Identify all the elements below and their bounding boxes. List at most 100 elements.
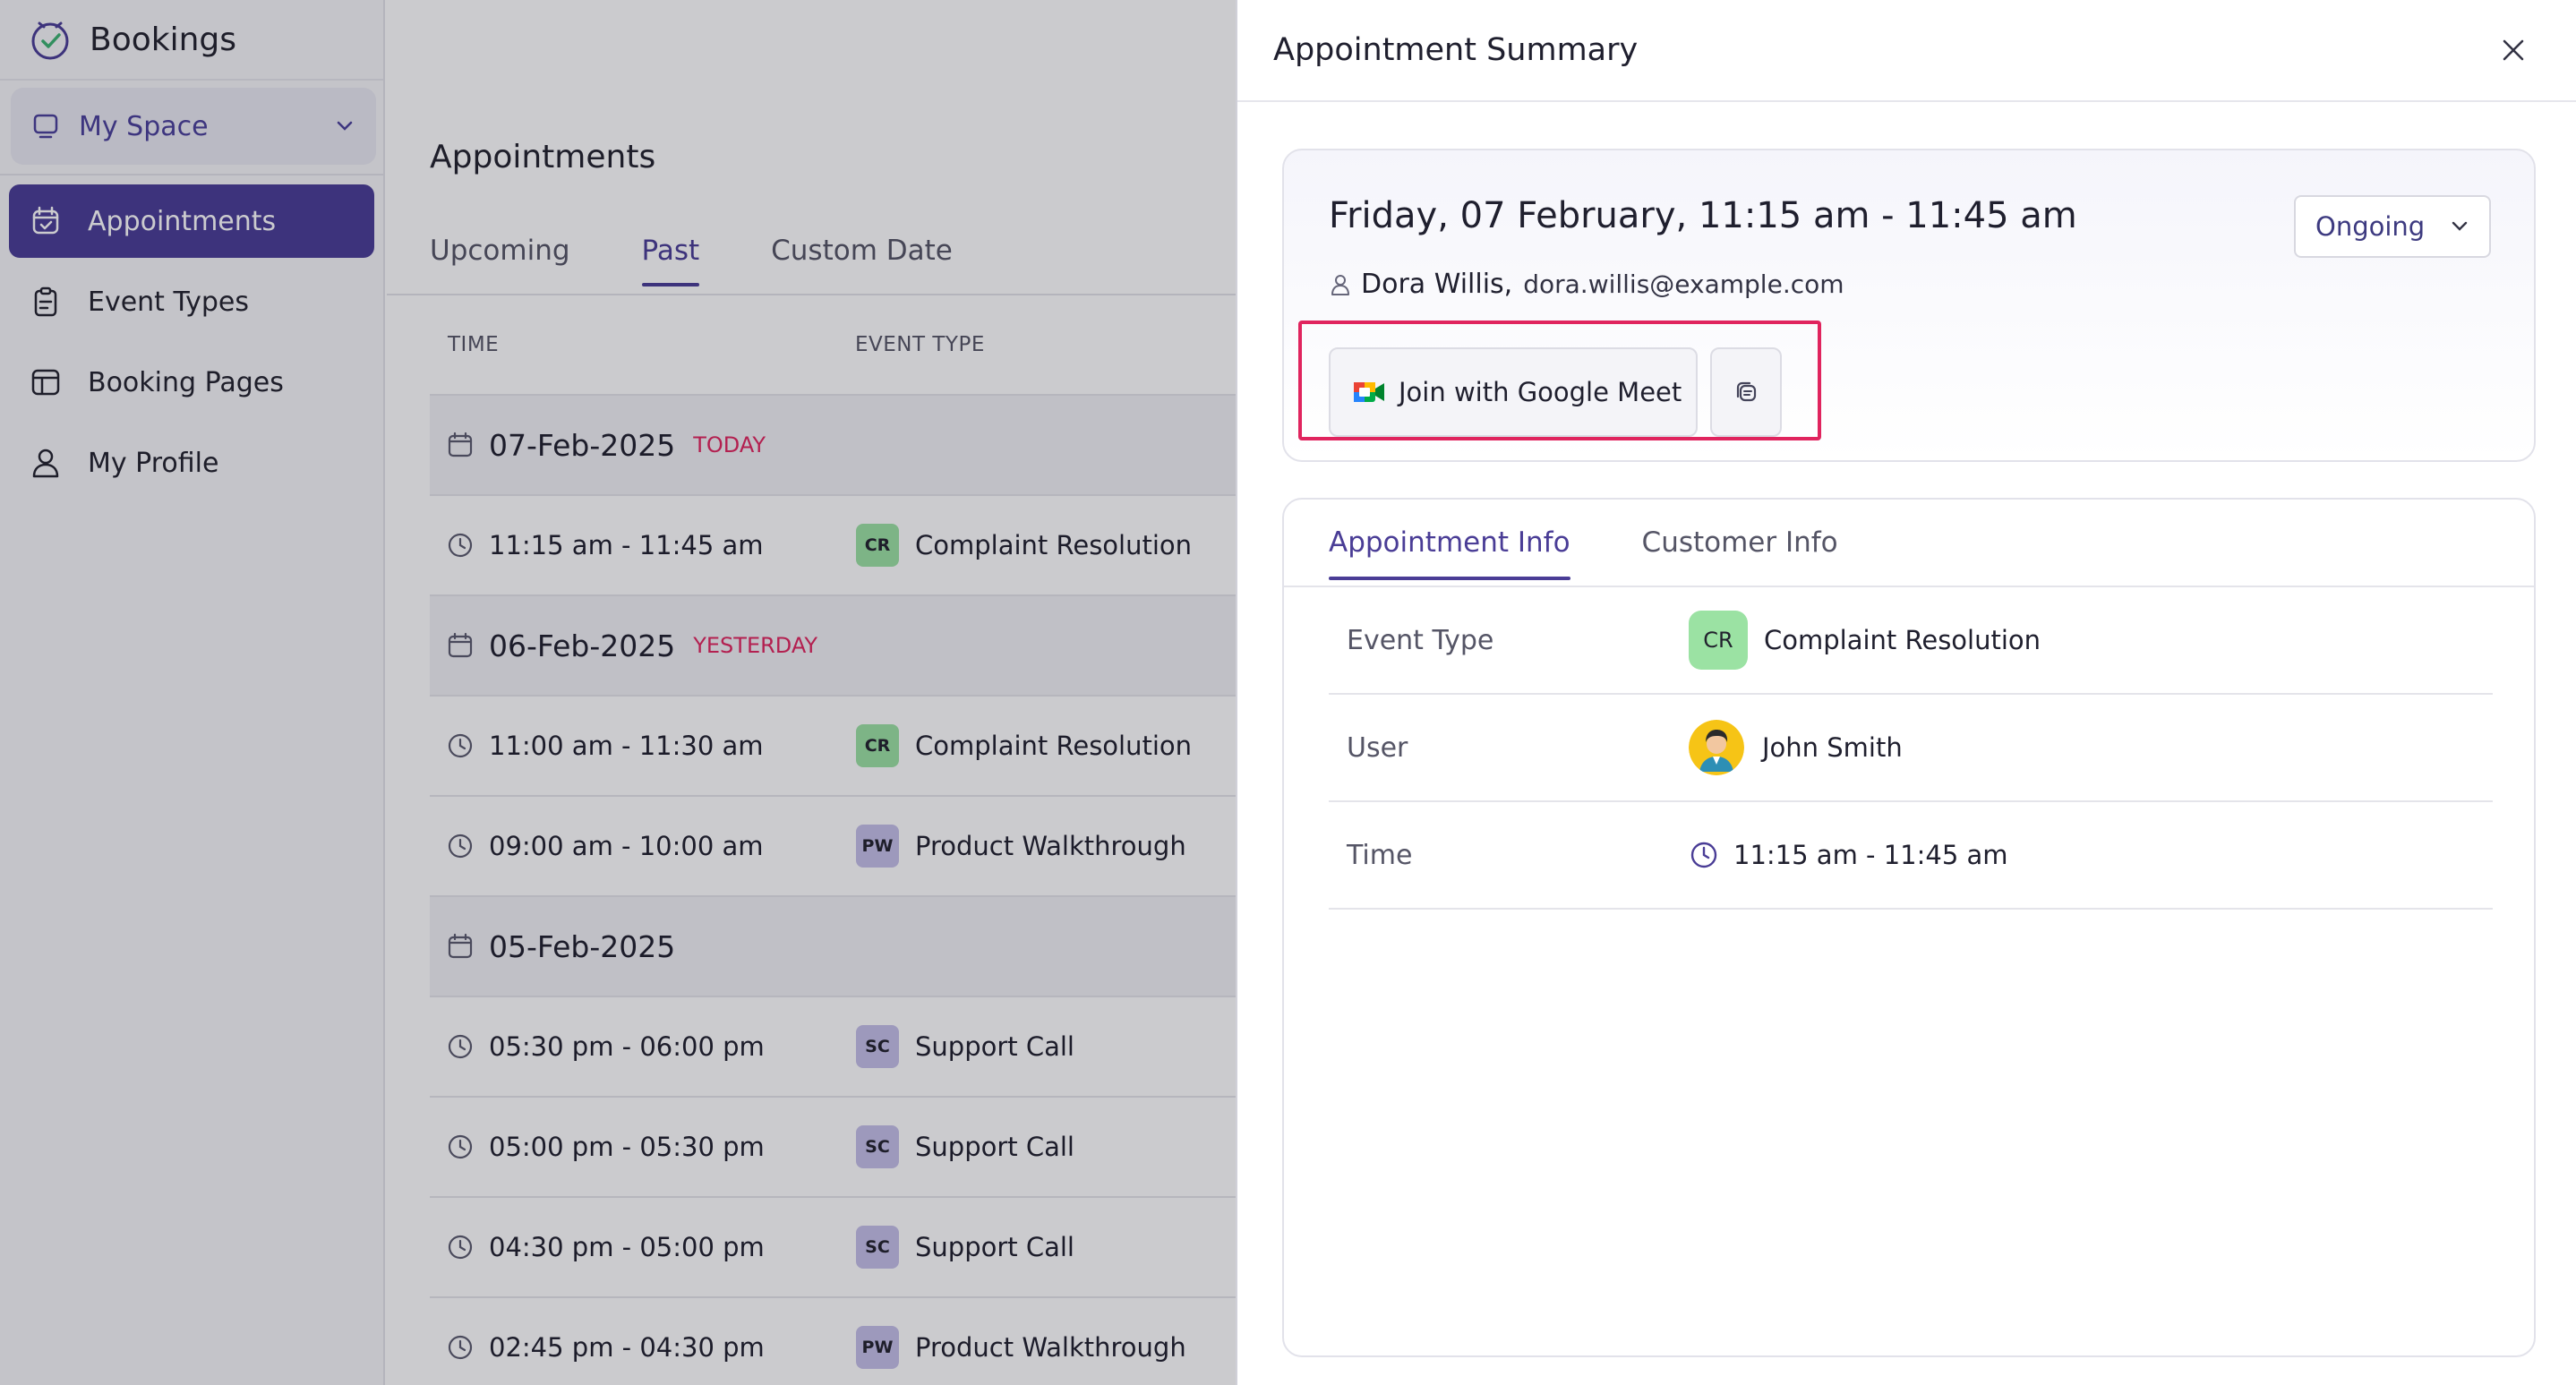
appointments-table: 07-Feb-2025 TODAY 11:15 am - 11:45 am CR… <box>430 394 1236 1385</box>
row-event: CR Complaint Resolution <box>856 724 1192 767</box>
join-button-highlight-box <box>1298 321 1821 440</box>
tab-custom-date[interactable]: Custom Date <box>771 235 953 267</box>
person-icon <box>1331 274 1349 295</box>
info-row-event-type: Event Type CR Complaint Resolution <box>1329 587 2493 695</box>
tab-past[interactable]: Past <box>641 235 699 286</box>
sidebar-divider <box>0 174 383 175</box>
join-button-label: Join with Google Meet <box>1399 377 1682 407</box>
chevron-down-icon <box>2452 221 2468 231</box>
sidebar-item-appointments[interactable]: Appointments <box>9 184 374 258</box>
column-header-event-type: EVENT TYPE <box>855 333 985 356</box>
appointment-datetime: Friday, 07 February, 11:15 am - 11:45 am <box>1329 195 2077 236</box>
event-type-name: Complaint Resolution <box>1764 625 2041 655</box>
copy-icon <box>1736 381 1757 402</box>
event-badge: SC <box>856 1125 899 1168</box>
clock-icon <box>448 1134 473 1159</box>
row-event: PW Product Walkthrough <box>856 1326 1186 1369</box>
monitor-icon <box>33 114 58 139</box>
group-date: 07-Feb-2025 <box>489 427 676 463</box>
row-event-name: Support Call <box>915 1132 1074 1162</box>
date-group-row: 07-Feb-2025 TODAY <box>430 394 1236 494</box>
appointment-summary-panel: Appointment Summary Friday, 07 February,… <box>1236 0 2576 1385</box>
group-date: 05-Feb-2025 <box>489 928 676 964</box>
row-event: SC Support Call <box>856 1025 1074 1068</box>
sidebar-item-label: Appointments <box>88 205 277 237</box>
date-group-row: 05-Feb-2025 <box>430 895 1236 996</box>
customer-name: Dora Willis, <box>1361 269 1513 300</box>
info-value: CR Complaint Resolution <box>1689 611 2041 670</box>
sidebar-item-booking-pages[interactable]: Booking Pages <box>9 346 374 419</box>
tab-upcoming[interactable]: Upcoming <box>430 235 570 267</box>
tab-customer-info[interactable]: Customer Info <box>1641 526 1838 559</box>
row-time: 05:30 pm - 06:00 pm <box>489 1031 765 1062</box>
sidebar-item-label: Event Types <box>88 286 250 318</box>
event-badge: PW <box>856 825 899 868</box>
row-time: 02:45 pm - 04:30 pm <box>489 1332 765 1363</box>
brand-header: Bookings <box>0 0 383 81</box>
copy-link-button[interactable] <box>1710 347 1782 437</box>
info-tabs-divider <box>1284 586 2534 587</box>
row-event-name: Complaint Resolution <box>915 731 1193 761</box>
clock-icon <box>448 1335 473 1360</box>
info-row-time: Time 11:15 am - 11:45 am <box>1329 802 2493 910</box>
calendar-icon <box>448 933 473 959</box>
event-badge: SC <box>856 1025 899 1068</box>
table-row[interactable]: 02:45 pm - 04:30 pm PW Product Walkthrou… <box>430 1296 1236 1385</box>
space-label: My Space <box>79 110 209 142</box>
user-icon <box>32 449 59 478</box>
sidebar-nav: Appointments Event Types Booking Pages M… <box>0 175 383 500</box>
column-header-time: TIME <box>448 333 500 356</box>
event-badge: PW <box>856 1326 899 1369</box>
row-event-name: Product Walkthrough <box>915 1332 1186 1363</box>
appointment-info-card: Appointment Info Customer Info Event Typ… <box>1282 498 2536 1357</box>
row-event: CR Complaint Resolution <box>856 524 1192 567</box>
appointment-tabs: Upcoming Past Custom Date <box>430 235 1024 286</box>
sidebar-item-my-profile[interactable]: My Profile <box>9 426 374 500</box>
clock-icon <box>448 834 473 859</box>
table-row[interactable]: 11:00 am - 11:30 am CR Complaint Resolut… <box>430 695 1236 795</box>
event-badge: CR <box>856 524 899 567</box>
info-row-user: User John Smith <box>1329 695 2493 802</box>
page-title: Appointments <box>430 139 656 175</box>
sidebar-item-event-types[interactable]: Event Types <box>9 265 374 338</box>
clock-icon <box>448 1235 473 1260</box>
row-event-name: Support Call <box>915 1232 1074 1262</box>
layout-icon <box>31 369 60 396</box>
date-group-row: 06-Feb-2025 YESTERDAY <box>430 594 1236 695</box>
row-event-name: Product Walkthrough <box>915 831 1186 861</box>
event-badge: SC <box>856 1226 899 1269</box>
table-row[interactable]: 05:30 pm - 06:00 pm SC Support Call <box>430 996 1236 1096</box>
status-dropdown[interactable]: Ongoing <box>2294 195 2491 258</box>
info-value: 11:15 am - 11:45 am <box>1689 840 2008 870</box>
customer-line: Dora Willis, dora.willis@example.com <box>1329 269 1844 300</box>
event-badge: CR <box>1689 611 1748 670</box>
close-icon[interactable] <box>2497 34 2529 66</box>
table-row[interactable]: 04:30 pm - 05:00 pm SC Support Call <box>430 1196 1236 1296</box>
panel-title: Appointment Summary <box>1273 32 1639 68</box>
row-event: SC Support Call <box>856 1125 1074 1168</box>
table-row[interactable]: 09:00 am - 10:00 am PW Product Walkthrou… <box>430 795 1236 895</box>
google-meet-icon <box>1354 382 1384 402</box>
row-event: PW Product Walkthrough <box>856 825 1186 868</box>
group-date-tag: YESTERDAY <box>693 633 818 658</box>
customer-email[interactable]: dora.willis@example.com <box>1523 269 1844 299</box>
space-switcher[interactable]: My Space <box>11 88 376 165</box>
row-time: 04:30 pm - 05:00 pm <box>489 1232 765 1262</box>
info-key: User <box>1347 731 1408 764</box>
tab-appointment-info[interactable]: Appointment Info <box>1329 526 1570 580</box>
status-label: Ongoing <box>2315 211 2426 242</box>
tabs-divider <box>387 294 1236 295</box>
row-time: 11:00 am - 11:30 am <box>489 731 764 761</box>
row-time: 11:15 am - 11:45 am <box>489 530 764 560</box>
clock-icon <box>1690 842 1717 868</box>
group-date: 06-Feb-2025 <box>489 628 676 663</box>
clock-icon <box>448 533 473 558</box>
row-event-name: Complaint Resolution <box>915 530 1193 560</box>
modal-backdrop[interactable] <box>0 0 1236 1385</box>
table-row[interactable]: 05:00 pm - 05:30 pm SC Support Call <box>430 1096 1236 1196</box>
calendar-icon <box>448 632 473 658</box>
row-event: SC Support Call <box>856 1226 1074 1269</box>
calendar-icon <box>448 432 473 457</box>
table-row[interactable]: 11:15 am - 11:45 am CR Complaint Resolut… <box>430 494 1236 594</box>
join-google-meet-button[interactable]: Join with Google Meet <box>1329 347 1698 437</box>
